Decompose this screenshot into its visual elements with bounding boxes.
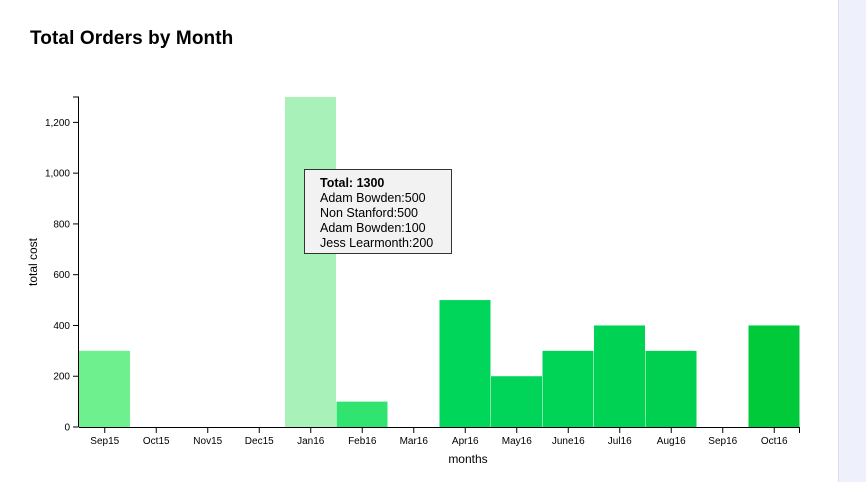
bar-oct16 <box>748 325 800 427</box>
x-tick-label: Oct16 <box>761 436 788 447</box>
bar-aug16 <box>645 350 697 427</box>
x-tick-label: Oct15 <box>143 436 170 447</box>
bar-sep15 <box>79 350 130 427</box>
bar-jul16 <box>594 325 645 427</box>
x-tick-label: Aug16 <box>657 436 686 447</box>
bar-tooltip: Total: 1300 Adam Bowden:500 Non Stanford… <box>304 169 452 254</box>
page-title: Total Orders by Month <box>30 28 234 49</box>
bar-apr16 <box>439 300 491 427</box>
x-tick-label: Mar16 <box>400 436 429 447</box>
y-axis-label: total cost <box>26 237 40 286</box>
x-axis-label: months <box>448 452 487 466</box>
x-tick-label: Dec15 <box>245 436 274 447</box>
y-tick-label: 1,000 <box>45 169 70 180</box>
x-tick-label: Feb16 <box>348 436 377 447</box>
bar-jan16 <box>285 97 336 427</box>
y-tick-label: 400 <box>53 321 70 332</box>
bar-june16 <box>542 350 594 427</box>
y-tick-label: 1,200 <box>45 118 70 129</box>
y-tick-label: 200 <box>53 372 70 383</box>
x-tick-label: Sep16 <box>708 436 737 447</box>
y-tick-label: 0 <box>64 423 70 434</box>
tooltip-line: Adam Bowden:100 <box>320 221 426 235</box>
tooltip-line: Non Stanford:500 <box>320 206 418 220</box>
x-tick-label: Sep15 <box>90 436 119 447</box>
y-axis: 0 200 400 600 800 1,000 1,200 <box>45 96 79 434</box>
bars-group <box>79 97 800 427</box>
x-tick-label: Apr16 <box>452 436 479 447</box>
tooltip-total: Total: 1300 <box>320 176 385 190</box>
side-panel <box>838 0 866 482</box>
bar-feb16 <box>336 401 388 427</box>
tooltip-line: Adam Bowden:500 <box>320 191 426 205</box>
bar-chart: 0 200 400 600 800 1,000 1,200 Sep15 Oct15 Nov15 D… <box>26 96 800 466</box>
y-tick-label: 600 <box>53 270 70 281</box>
y-tick-label: 800 <box>53 219 70 230</box>
x-tick-label: June16 <box>552 436 585 447</box>
x-axis: Sep15 Oct15 Nov15 Dec15 Jan16 Feb16 Mar16 Apr16… <box>79 427 800 447</box>
x-tick-label: May16 <box>502 436 532 447</box>
x-tick-label: Nov15 <box>193 436 222 447</box>
tooltip-line: Jess Learmonth:200 <box>320 236 434 250</box>
x-tick-label: Jul16 <box>608 436 632 447</box>
bar-may16 <box>491 376 542 427</box>
x-tick-label: Jan16 <box>297 436 325 447</box>
